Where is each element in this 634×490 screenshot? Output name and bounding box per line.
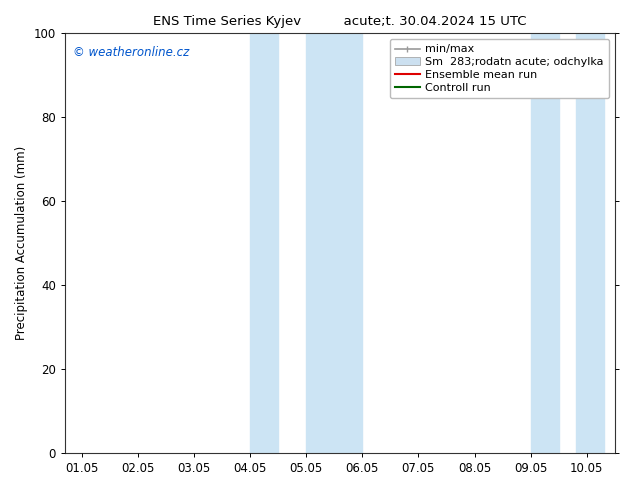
Legend: min/max, Sm  283;rodatn acute; odchylka, Ensemble mean run, Controll run: min/max, Sm 283;rodatn acute; odchylka, … — [390, 39, 609, 98]
Text: © weatheronline.cz: © weatheronline.cz — [73, 46, 190, 59]
Y-axis label: Precipitation Accumulation (mm): Precipitation Accumulation (mm) — [15, 146, 28, 340]
Bar — [531, 33, 559, 453]
Bar — [250, 33, 278, 453]
Bar — [306, 33, 362, 453]
Bar — [576, 33, 604, 453]
Title: ENS Time Series Kyjev          acute;t. 30.04.2024 15 UTC: ENS Time Series Kyjev acute;t. 30.04.202… — [153, 15, 527, 28]
